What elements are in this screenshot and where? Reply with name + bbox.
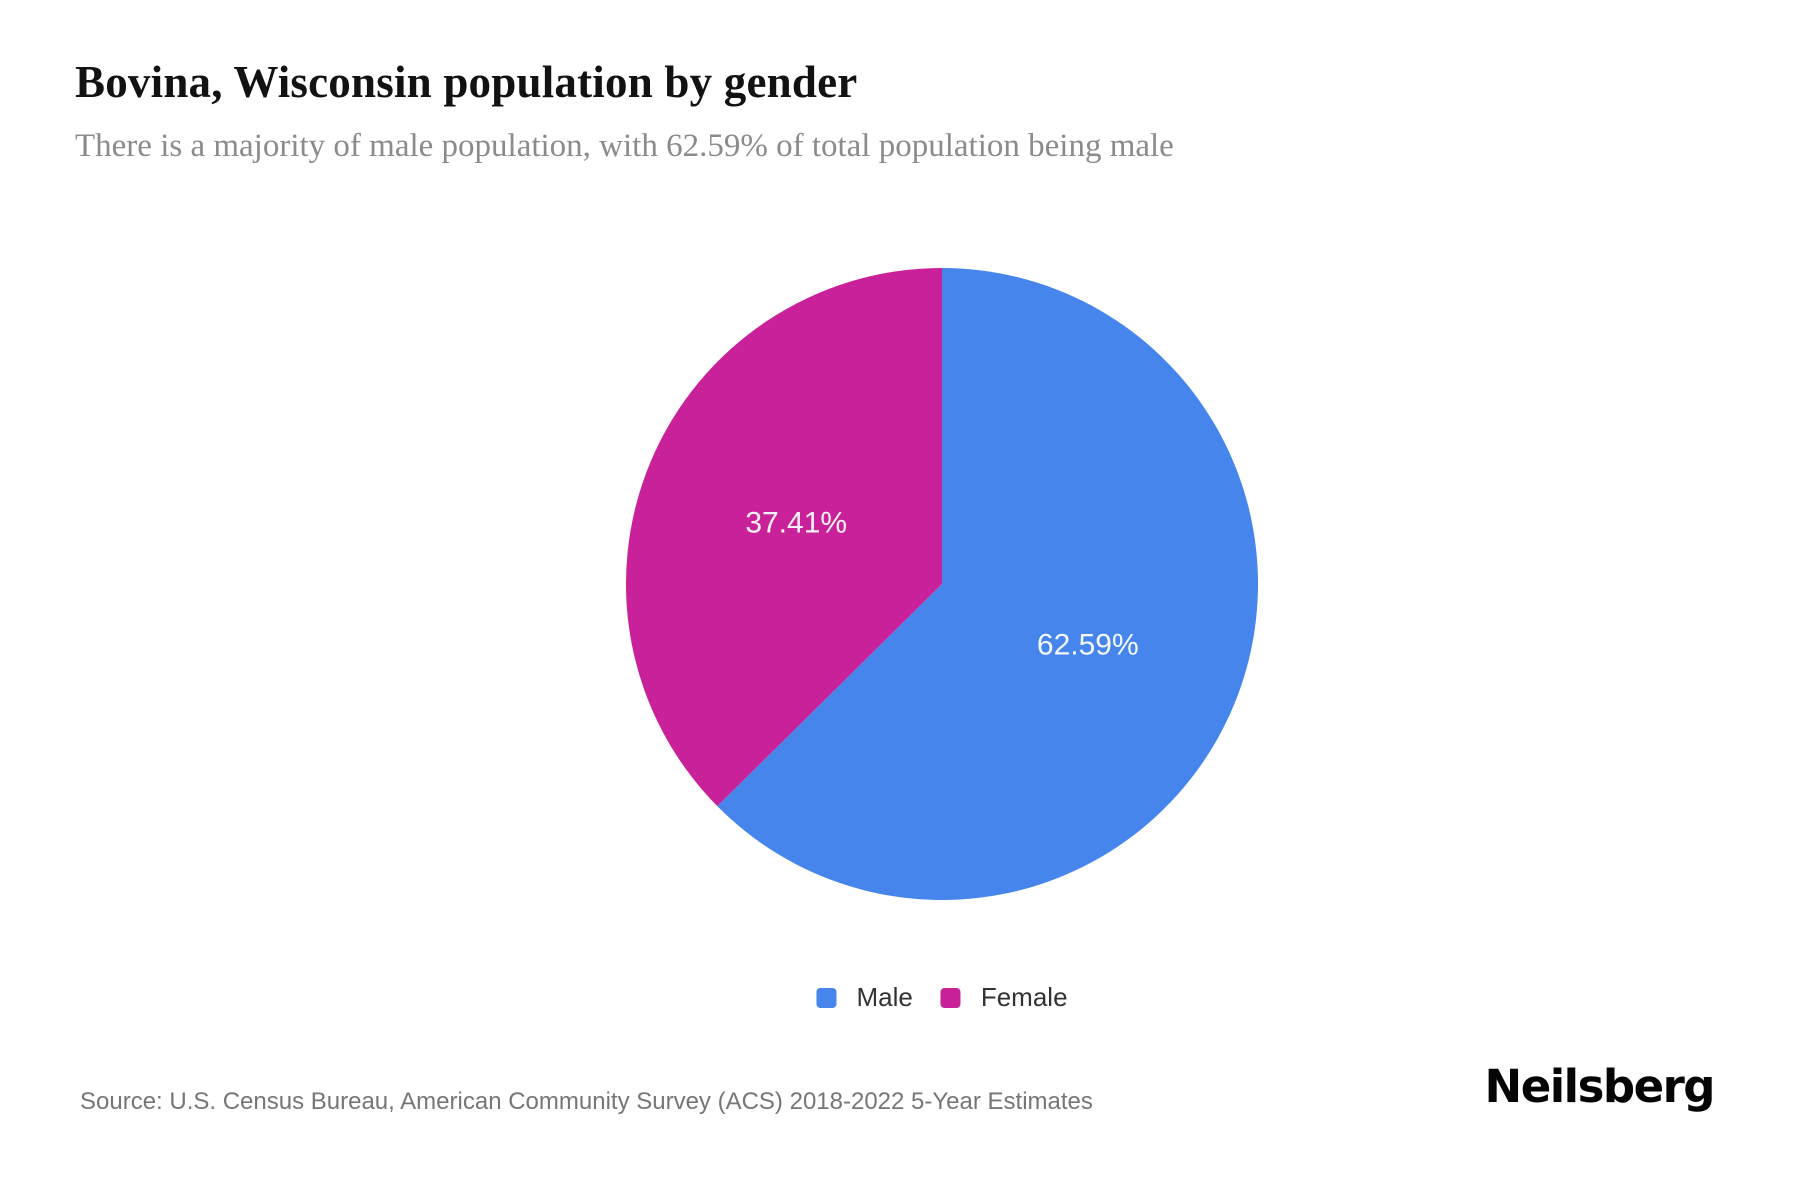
chart-subtitle: There is a majority of male population, …: [75, 128, 1174, 164]
pie-slice-female[interactable]: [625, 268, 942, 807]
pie-slice-label-male: 62.59%: [1037, 628, 1139, 661]
legend: Male Female: [816, 982, 1068, 1013]
legend-item-male[interactable]: Male: [816, 982, 913, 1013]
chart-title: Bovina, Wisconsin population by gender: [75, 57, 858, 107]
pie-slice-male[interactable]: [717, 268, 1258, 900]
legend-label-male: Male: [856, 982, 913, 1012]
legend-swatch-female: [940, 987, 961, 1008]
legend-swatch-male: [816, 987, 837, 1008]
legend-label-female: Female: [980, 982, 1068, 1012]
pie-chart: 62.59% 37.41%: [625, 268, 1258, 900]
brand-logo: Neilsberg: [1484, 1060, 1716, 1113]
legend-item-female[interactable]: Female: [940, 982, 1068, 1013]
pie-slice-label-female: 37.41%: [745, 507, 847, 540]
source-text: Source: U.S. Census Bureau, American Com…: [80, 1088, 1093, 1115]
